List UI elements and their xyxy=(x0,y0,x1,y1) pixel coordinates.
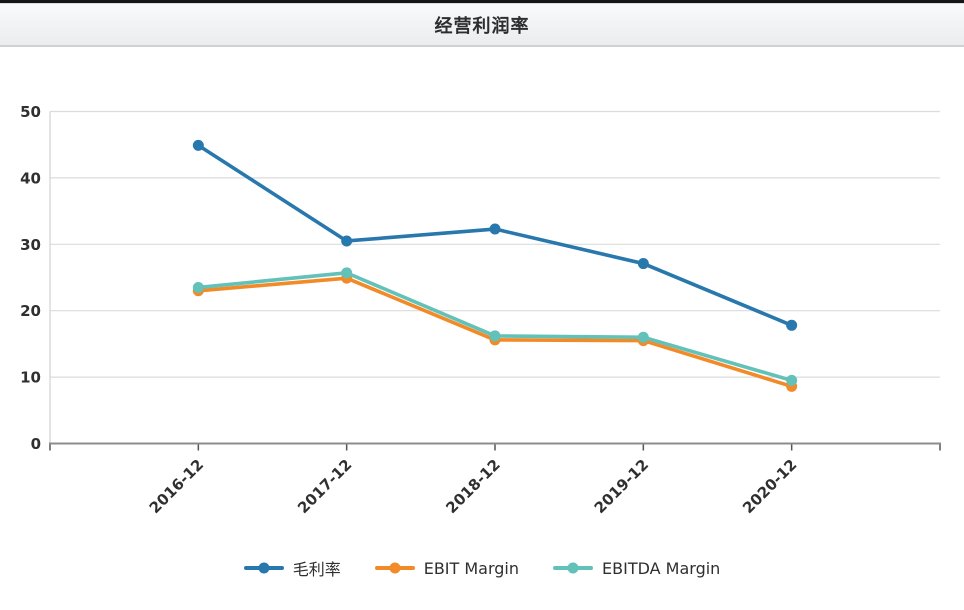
y-axis-tick-label: 20 xyxy=(20,302,41,320)
data-point-2-2[interactable] xyxy=(489,330,501,342)
data-point-0-3[interactable] xyxy=(637,258,649,270)
data-point-0-1[interactable] xyxy=(341,235,353,247)
data-point-2-1[interactable] xyxy=(341,267,353,279)
legend-item-gross-margin[interactable]: 毛利率 xyxy=(243,556,341,580)
data-point-2-4[interactable] xyxy=(786,374,798,386)
legend-label: 毛利率 xyxy=(292,560,341,579)
y-axis-tick-label: 30 xyxy=(20,236,41,254)
data-point-2-3[interactable] xyxy=(637,331,649,343)
legend-item-ebitda-margin[interactable]: EBITDA Margin xyxy=(553,559,720,578)
data-point-0-4[interactable] xyxy=(786,319,798,331)
series-line-0 xyxy=(196,143,794,328)
legend-item-ebit-margin[interactable]: EBIT Margin xyxy=(374,558,520,578)
y-axis-tick-label: 10 xyxy=(20,369,41,387)
x-axis-tick-label: 2017-12 xyxy=(294,456,355,517)
legend-label: EBIT Margin xyxy=(423,558,520,578)
chart-legend: 毛利率 EBIT Margin EBITDA Margin xyxy=(0,548,964,588)
legend-dot-icon xyxy=(258,562,270,574)
x-axis-tick-label: 2020-12 xyxy=(739,456,800,517)
y-axis-tick-label: 0 xyxy=(31,435,41,453)
page-title: 经营利润率 xyxy=(434,15,530,37)
legend-line-marker xyxy=(374,562,415,574)
chart-header: 经营利润率 xyxy=(0,3,964,47)
y-axis-tick-label: 50 xyxy=(20,103,41,121)
data-point-2-0[interactable] xyxy=(192,281,204,293)
x-axis-tick-label: 2018-12 xyxy=(442,456,503,517)
legend-line-marker xyxy=(553,562,594,574)
data-point-0-0[interactable] xyxy=(192,139,204,151)
line-chart: 0 10 20 30 40 50 2016-12 2017-12 2018-12 2019-12 2… xyxy=(20,103,941,517)
x-axis-tick-label: 2016-12 xyxy=(146,456,207,517)
y-axis-tick-label: 40 xyxy=(20,169,41,187)
data-point-0-2[interactable] xyxy=(489,223,501,235)
x-axis-tick-label: 2019-12 xyxy=(591,456,652,517)
legend-label: EBITDA Margin xyxy=(602,558,721,578)
legend-line-marker xyxy=(243,562,284,574)
legend-dot-icon xyxy=(567,562,579,574)
top-border-strip xyxy=(0,0,964,3)
legend-dot-icon xyxy=(389,562,401,574)
chart-area: 0 10 20 30 40 50 2016-12 2017-12 2018-12 2019-12 2… xyxy=(0,47,964,551)
